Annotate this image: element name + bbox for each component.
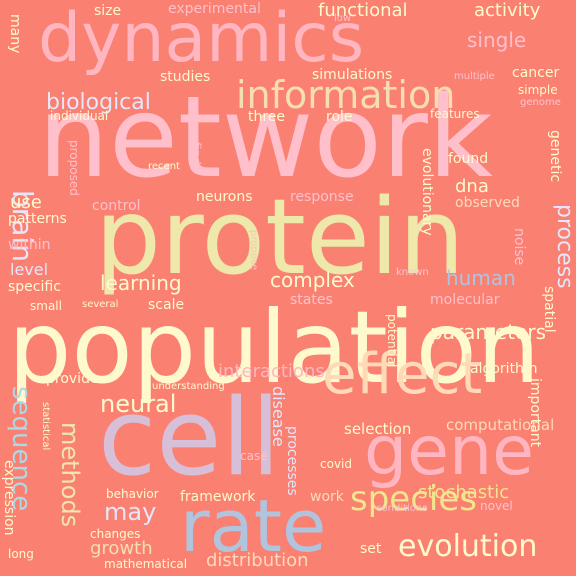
word-cell: cell xyxy=(98,376,281,499)
word-specific: specific xyxy=(8,279,61,295)
word-patterns: patterns xyxy=(8,211,67,227)
word-features: features xyxy=(430,107,480,121)
word-conditions: conditions xyxy=(376,503,428,514)
word-distribution: distribution xyxy=(206,550,309,571)
word-growth: growth xyxy=(90,538,153,559)
word-potential: potential xyxy=(385,314,399,368)
word-molecular: molecular xyxy=(430,292,500,308)
word-activity: activity xyxy=(474,0,541,21)
word-learning: learning xyxy=(100,271,182,295)
word-observed: observed xyxy=(455,195,520,211)
word-noise: noise xyxy=(511,228,527,266)
word-recent: recent xyxy=(148,161,180,172)
word-multiple: multiple xyxy=(454,71,495,82)
word-simulations: simulations xyxy=(312,67,393,83)
word-understanding: understanding xyxy=(152,381,225,392)
word-long: long xyxy=(8,547,34,561)
word-stochastic: stochastic xyxy=(418,482,510,503)
word-evolutionary: evolutionary xyxy=(419,148,435,236)
word-several: several xyxy=(82,299,119,310)
word-process: process xyxy=(552,204,576,289)
word-algorithm: algorithm xyxy=(470,361,538,377)
word-computational: computational xyxy=(446,416,555,434)
word-role: role xyxy=(326,109,353,125)
word-find: find xyxy=(189,142,203,165)
word-selection: selection xyxy=(344,420,412,438)
word-novel: novel xyxy=(480,499,513,513)
word-may: may xyxy=(104,498,157,526)
word-set: set xyxy=(360,541,382,557)
word-propose: propose xyxy=(248,230,259,271)
word-species: species xyxy=(350,479,477,519)
word-level: level xyxy=(10,260,49,279)
word-scale: scale xyxy=(148,297,185,313)
word-response: response xyxy=(290,189,354,205)
word-gene: gene xyxy=(364,412,534,491)
word-parameters: parameters xyxy=(430,320,547,344)
word-low: low xyxy=(334,13,352,24)
word-covid: covid xyxy=(320,457,352,471)
word-complex: complex xyxy=(270,268,355,292)
word-studies: studies xyxy=(160,69,211,85)
word-evolution: evolution xyxy=(398,529,538,564)
word-population: population xyxy=(8,289,541,406)
word-network: network xyxy=(38,73,493,203)
word-genome: genome xyxy=(520,97,561,108)
word-effect: effect xyxy=(322,342,483,407)
word-single: single xyxy=(467,28,527,52)
word-experimental: experimental xyxy=(168,1,261,17)
word-control: control xyxy=(92,198,141,214)
word-size: size xyxy=(94,3,122,19)
word-many: many xyxy=(7,14,23,54)
word-functional: functional xyxy=(318,0,408,21)
word-behavior: behavior xyxy=(106,487,159,501)
word-spatial: spatial xyxy=(541,286,557,333)
word-individual: individual xyxy=(50,109,109,123)
word-proposed: proposed xyxy=(67,140,81,196)
word-statistical: statistical xyxy=(40,402,51,451)
word-found: found xyxy=(448,151,489,167)
word-known: known xyxy=(396,267,429,278)
word-within: within xyxy=(8,237,51,253)
word-processes: processes xyxy=(284,426,300,496)
word-important: important xyxy=(527,378,543,448)
word-changes: changes xyxy=(90,527,141,541)
word-interactions: interactions xyxy=(218,361,325,382)
word-neurons: neurons xyxy=(196,189,253,205)
word-protein: protein xyxy=(95,176,465,298)
word-framework: framework xyxy=(180,489,256,505)
word-information: information xyxy=(236,73,456,117)
word-genetic: genetic xyxy=(547,130,563,183)
word-work: work xyxy=(310,489,344,505)
word-expression: expression xyxy=(1,460,17,536)
word-cancer: cancer xyxy=(512,65,560,81)
word-provide: provide xyxy=(46,371,99,387)
word-dna: dna xyxy=(455,176,489,197)
word-dynamics: dynamics xyxy=(38,0,365,78)
word-states: states xyxy=(290,292,333,308)
word-methods: methods xyxy=(56,422,84,528)
word-small: small xyxy=(30,299,62,313)
word-neural: neural xyxy=(100,390,177,418)
word-rate: rate xyxy=(180,484,327,568)
word-case: case xyxy=(240,449,268,463)
word-three: three xyxy=(248,109,286,125)
word-mathematical: mathematical xyxy=(104,557,188,571)
word-simple: simple xyxy=(518,83,558,97)
word-use: use xyxy=(10,192,42,213)
word-biological: biological xyxy=(46,90,151,115)
word-human: human xyxy=(446,266,516,290)
